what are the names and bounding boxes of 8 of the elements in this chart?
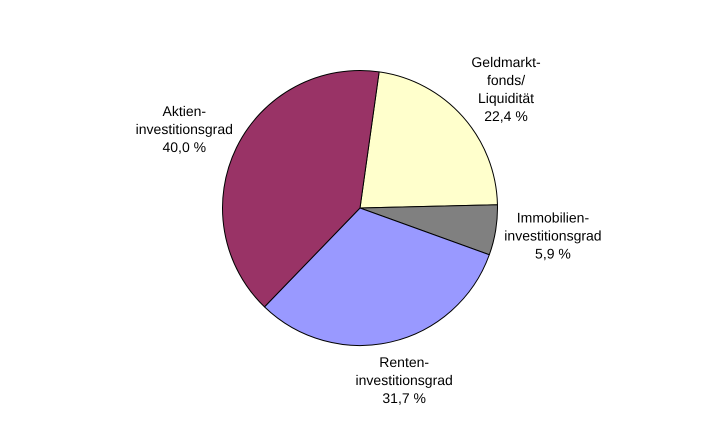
slice-label: Geldmarkt-fonds/Liquidität bbox=[471, 54, 541, 106]
slice-label: Immobilien-investitionsgrad bbox=[504, 209, 602, 244]
data-label: 5,9 % bbox=[535, 245, 571, 262]
data-label: 31,7 % bbox=[382, 390, 426, 406]
slice-label: Aktien-investitionsgrad bbox=[136, 103, 233, 138]
data-label: 22,4 % bbox=[484, 108, 528, 124]
data-label: 40,0 % bbox=[162, 139, 206, 156]
slice-label: Renten-investitionsgrad bbox=[356, 354, 453, 388]
